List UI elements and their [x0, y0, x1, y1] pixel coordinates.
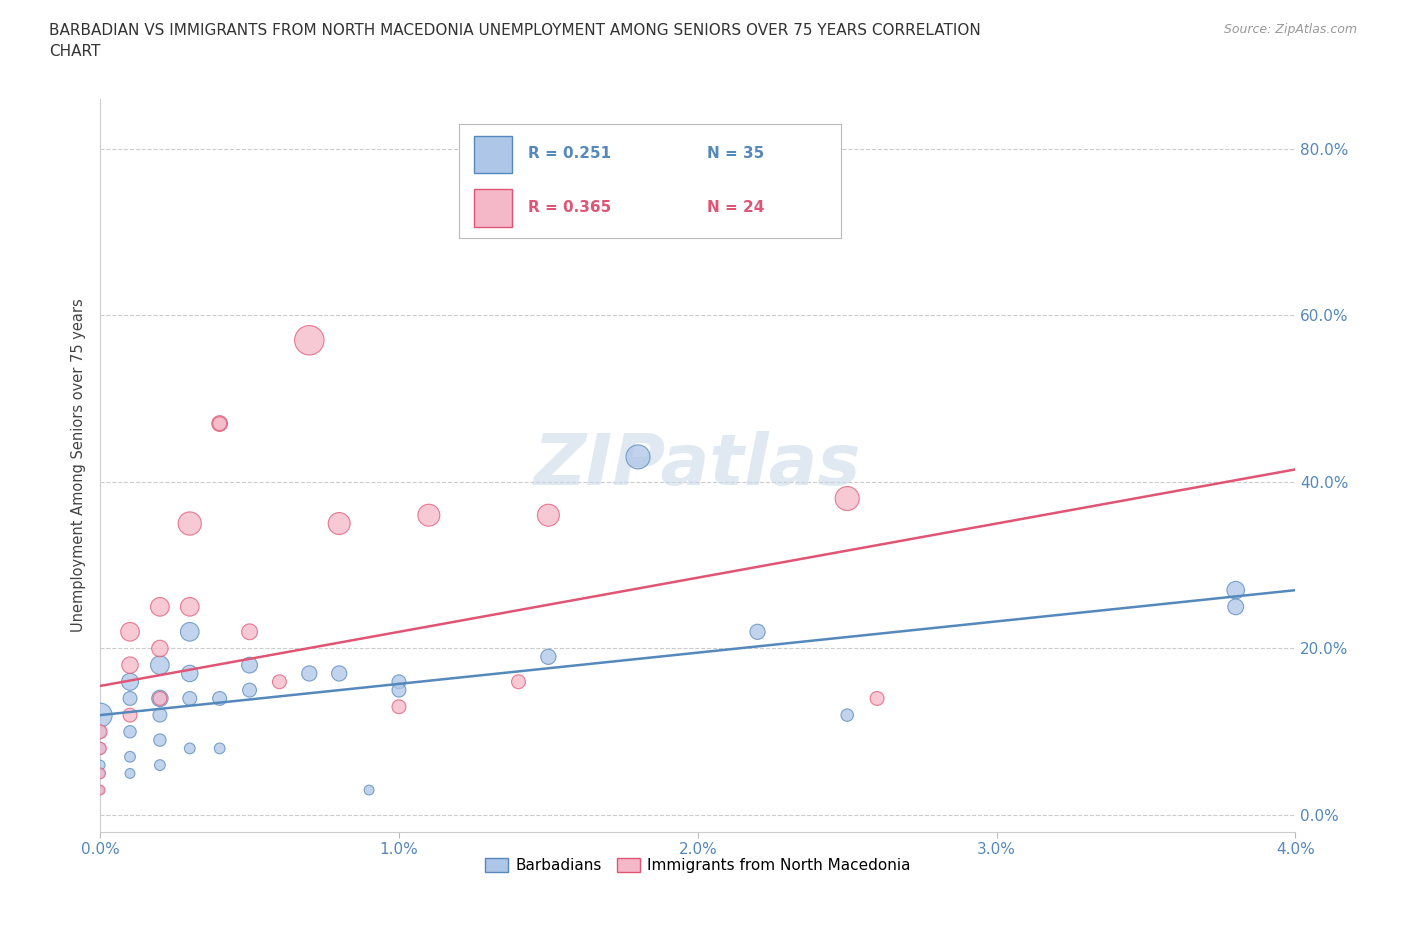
Text: ZIPatlas: ZIPatlas — [534, 431, 862, 499]
Point — [837, 491, 859, 506]
Point — [238, 658, 260, 672]
Point — [208, 691, 231, 706]
Point — [118, 750, 141, 764]
Point — [149, 691, 172, 706]
Point — [149, 691, 172, 706]
Point — [537, 649, 560, 664]
Point — [149, 641, 172, 656]
Point — [118, 691, 141, 706]
Point — [89, 783, 111, 798]
Point — [149, 658, 172, 672]
Point — [179, 666, 201, 681]
Point — [418, 508, 440, 523]
Y-axis label: Unemployment Among Seniors over 75 years: Unemployment Among Seniors over 75 years — [72, 299, 86, 632]
Point — [149, 758, 172, 773]
Point — [118, 724, 141, 739]
Point — [837, 708, 859, 723]
Point — [388, 674, 411, 689]
Text: BARBADIAN VS IMMIGRANTS FROM NORTH MACEDONIA UNEMPLOYMENT AMONG SENIORS OVER 75 : BARBADIAN VS IMMIGRANTS FROM NORTH MACED… — [49, 23, 981, 60]
Point — [298, 333, 321, 348]
Point — [627, 449, 650, 464]
Point — [328, 666, 350, 681]
Point — [89, 724, 111, 739]
Point — [359, 783, 381, 798]
Point — [866, 691, 889, 706]
Point — [149, 599, 172, 614]
Point — [89, 741, 111, 756]
Point — [508, 674, 530, 689]
Point — [238, 683, 260, 698]
Point — [179, 624, 201, 639]
Point — [238, 624, 260, 639]
Point — [179, 599, 201, 614]
Point — [1225, 599, 1247, 614]
Point — [118, 674, 141, 689]
Point — [208, 741, 231, 756]
Point — [89, 766, 111, 781]
Point — [89, 724, 111, 739]
Legend: Barbadians, Immigrants from North Macedonia: Barbadians, Immigrants from North Macedo… — [478, 852, 917, 879]
Point — [179, 741, 201, 756]
Point — [269, 674, 291, 689]
Point — [89, 741, 111, 756]
Point — [388, 699, 411, 714]
Point — [179, 516, 201, 531]
Point — [537, 508, 560, 523]
Point — [89, 766, 111, 781]
Point — [298, 666, 321, 681]
Point — [118, 708, 141, 723]
Point — [747, 624, 769, 639]
Point — [89, 783, 111, 798]
Point — [208, 416, 231, 431]
Point — [149, 733, 172, 748]
Point — [118, 624, 141, 639]
Point — [89, 758, 111, 773]
Point — [388, 683, 411, 698]
Point — [118, 766, 141, 781]
Point — [89, 708, 111, 723]
Point — [118, 658, 141, 672]
Point — [1225, 583, 1247, 598]
Point — [149, 708, 172, 723]
Text: Source: ZipAtlas.com: Source: ZipAtlas.com — [1223, 23, 1357, 36]
Point — [179, 691, 201, 706]
Point — [328, 516, 350, 531]
Point — [208, 416, 231, 431]
